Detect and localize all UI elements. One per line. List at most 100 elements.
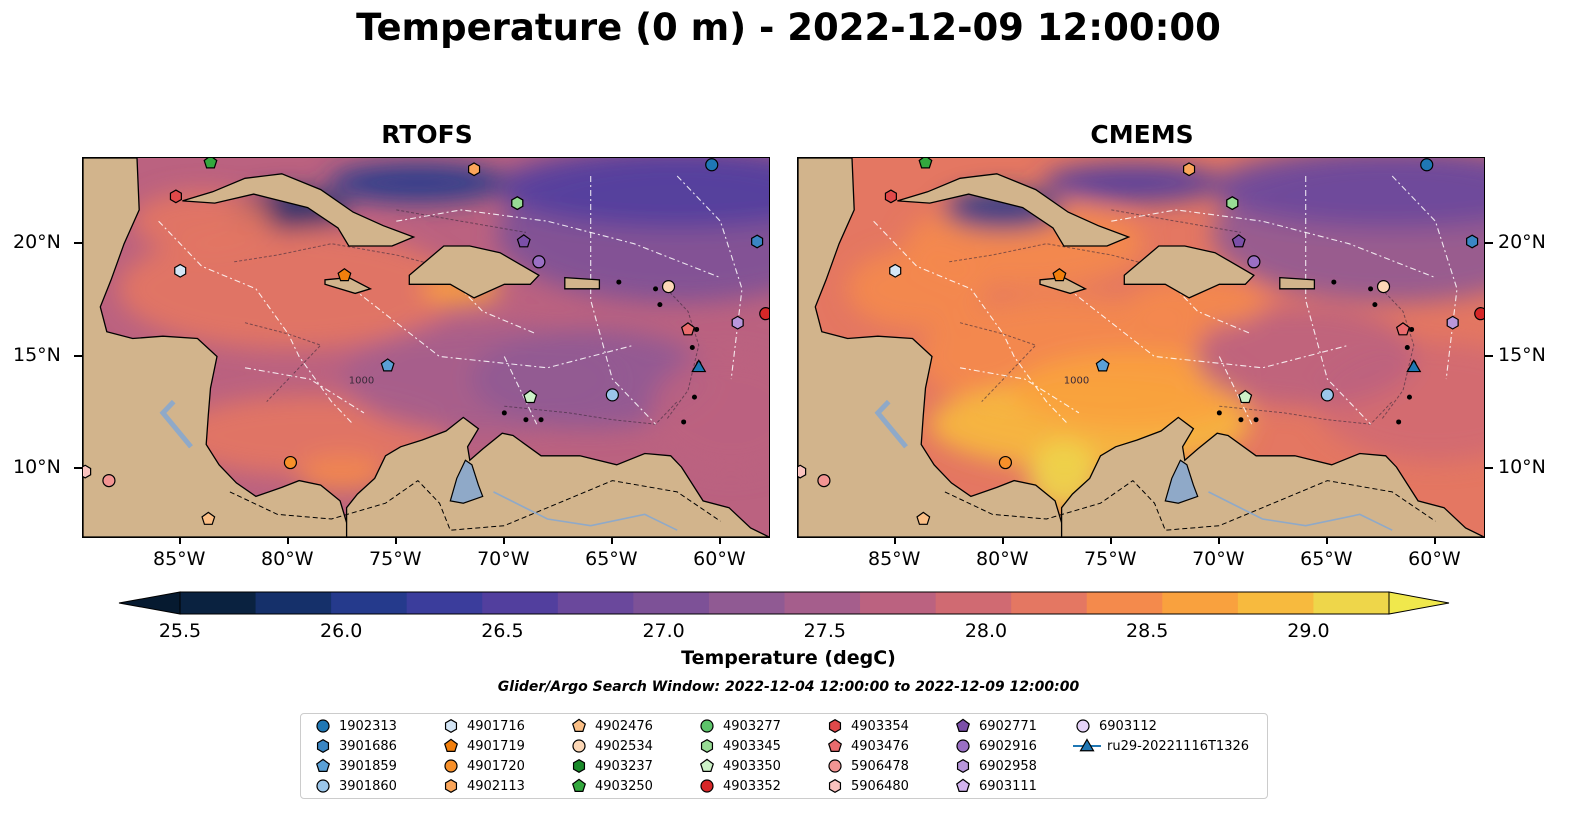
colorbar-tick-label: 26.5 bbox=[481, 620, 524, 642]
main-title: Temperature (0 m) - 2022-12-09 12:00:00 bbox=[356, 6, 1221, 49]
legend-marker-icon bbox=[444, 779, 458, 793]
legend-marker-icon bbox=[316, 758, 330, 772]
legend-label: 6902958 bbox=[979, 758, 1037, 774]
legend-marker-icon bbox=[956, 739, 970, 753]
lon-tick-rtofs: 60°W bbox=[693, 548, 746, 570]
legend-label: 6902916 bbox=[979, 738, 1037, 754]
legend-hexagon-icon bbox=[444, 719, 458, 733]
colorbar-segment bbox=[180, 592, 257, 614]
legend-circle-icon bbox=[572, 739, 586, 753]
lon-tick-rtofs: 85°W bbox=[152, 548, 206, 570]
lat-tick-rtofs: 20°N bbox=[13, 230, 61, 253]
legend-label: 4903350 bbox=[723, 758, 781, 774]
legend-item: 6903112 bbox=[1073, 716, 1157, 736]
colorbar-segment bbox=[935, 592, 1012, 614]
lat-tick-mark bbox=[1485, 467, 1493, 470]
legend-triangle-icon bbox=[1079, 738, 1095, 752]
float-marker-4903352 bbox=[1474, 307, 1484, 321]
colorbar-tick-label: 29.0 bbox=[1287, 620, 1330, 642]
float-marker-3901860 bbox=[1320, 388, 1334, 402]
legend-label: 4903345 bbox=[723, 738, 781, 754]
legend-item: 6902958 bbox=[953, 756, 1037, 776]
legend-hexagon-icon bbox=[828, 779, 842, 793]
legend-marker-icon bbox=[956, 778, 970, 792]
legend-circle-icon bbox=[1076, 719, 1090, 733]
legend-item: 6902916 bbox=[953, 736, 1037, 756]
rivers bbox=[1208, 491, 1393, 531]
lat-tick-rtofs: 10°N bbox=[13, 456, 61, 479]
legend-item: 6902771 bbox=[953, 716, 1037, 736]
colorbar-tick-label: 25.5 bbox=[158, 620, 202, 642]
legend-marker-icon bbox=[572, 759, 586, 773]
lon-tick-mark bbox=[611, 537, 614, 544]
float-marker-4902534 bbox=[1376, 279, 1391, 294]
legend-marker-icon bbox=[700, 779, 714, 793]
legend-marker-icon bbox=[1076, 719, 1090, 733]
lon-tick-cmems: 80°W bbox=[976, 548, 1029, 570]
float-marker-6902771 bbox=[516, 234, 531, 248]
lon-tick-mark bbox=[503, 537, 506, 544]
legend-hexagon-icon bbox=[444, 779, 458, 793]
search-window-text: Glider/Argo Search Window: 2022-12-04 12… bbox=[497, 679, 1080, 695]
legend-circle-icon bbox=[700, 719, 714, 733]
colorbar-segment bbox=[1313, 592, 1390, 614]
legend-item: 5906480 bbox=[825, 776, 909, 796]
legend-marker-icon bbox=[828, 759, 842, 773]
legend-label: 6902771 bbox=[979, 718, 1037, 734]
legend-circle-icon bbox=[316, 779, 330, 793]
float-marker-4902113 bbox=[468, 162, 481, 177]
legend-label: ru29-20221116T1326 bbox=[1107, 738, 1250, 754]
legend-pentagon-icon bbox=[316, 758, 330, 772]
legend-hexagon-icon bbox=[700, 739, 714, 753]
legend-label: 1902313 bbox=[339, 718, 397, 734]
lat-tick-mark bbox=[74, 354, 82, 357]
colorbar-tick-label: 27.5 bbox=[803, 620, 846, 642]
legend-marker-icon bbox=[572, 718, 586, 732]
legend-marker-icon bbox=[1073, 738, 1101, 752]
legend-item: 4903277 bbox=[697, 716, 781, 736]
lake-maracaibo bbox=[449, 459, 484, 504]
float-marker-4901720 bbox=[998, 455, 1013, 470]
legend-item: 4902113 bbox=[441, 776, 525, 796]
lon-tick-mark bbox=[1326, 537, 1329, 544]
colorbar-tick-label: 27.0 bbox=[642, 620, 685, 642]
lat-tick-mark bbox=[1485, 241, 1493, 244]
colorbar-tick-label: 28.5 bbox=[1126, 620, 1169, 642]
float-marker-6902771 bbox=[1231, 234, 1246, 248]
legend-label: 4903354 bbox=[851, 718, 909, 734]
legend-marker-icon bbox=[828, 779, 842, 793]
rtofs-map[interactable]: 1000 bbox=[82, 157, 770, 538]
cmems-map[interactable]: 1000 bbox=[797, 157, 1485, 538]
legend-label: 6903112 bbox=[1099, 718, 1157, 734]
float-marker-4903476 bbox=[680, 322, 695, 336]
legend-circle-icon bbox=[828, 759, 842, 773]
legend-circle-icon bbox=[700, 779, 714, 793]
float-marker-5906480 bbox=[83, 464, 92, 479]
lon-tick-cmems: 70°W bbox=[1192, 548, 1245, 570]
legend-pentagon-icon bbox=[956, 778, 970, 792]
colorbar-segment bbox=[1162, 592, 1239, 614]
legend-label: 5906480 bbox=[851, 778, 909, 794]
legend-hexagon-icon bbox=[828, 719, 842, 733]
lat-tick-cmems: 10°N bbox=[1498, 456, 1546, 479]
isobath-lines: 1000 bbox=[234, 209, 700, 425]
lat-tick-mark bbox=[74, 241, 82, 244]
float-marker-4902476 bbox=[201, 511, 216, 525]
legend-marker-icon bbox=[700, 719, 714, 733]
legend-marker-icon bbox=[828, 738, 842, 752]
legend-item: 4903250 bbox=[569, 776, 653, 796]
float-marker-5906480 bbox=[798, 464, 807, 479]
legend-label: 4901719 bbox=[467, 738, 525, 754]
colorbar-segment bbox=[1237, 592, 1314, 614]
colorbar-extend-low bbox=[118, 591, 181, 615]
legend-item: 4903476 bbox=[825, 736, 909, 756]
float-marker-3901686 bbox=[751, 234, 764, 249]
float-marker-4903350 bbox=[523, 389, 538, 404]
legend-item: 1902313 bbox=[313, 716, 397, 736]
colorbar-segment bbox=[1011, 592, 1088, 614]
legend-label: 3901859 bbox=[339, 758, 397, 774]
lon-tick-cmems: 65°W bbox=[1300, 548, 1353, 570]
colorbar-segment bbox=[708, 592, 785, 614]
legend-pentagon-icon bbox=[700, 758, 714, 772]
lat-tick-cmems: 20°N bbox=[1498, 230, 1546, 253]
